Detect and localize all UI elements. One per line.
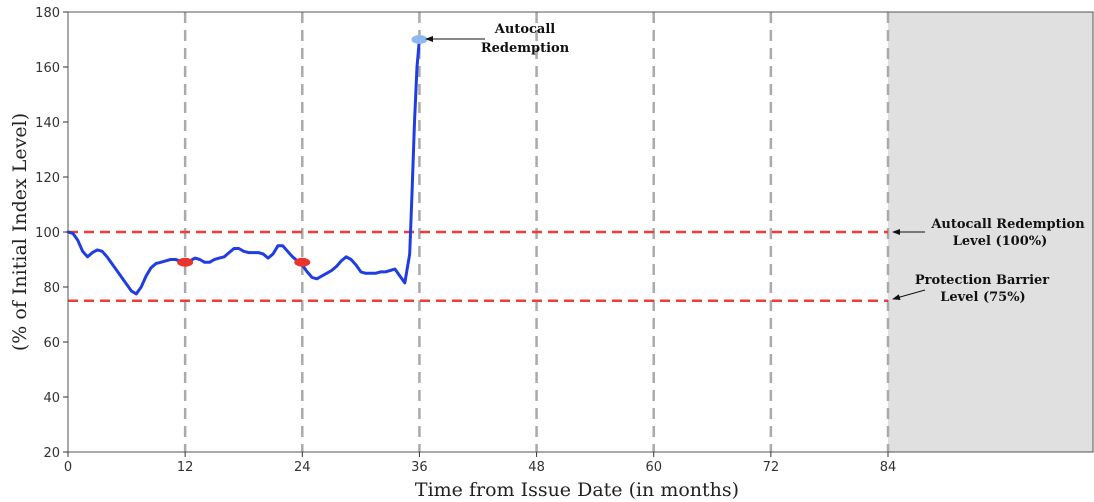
annotation-autocall-level: Autocall Redemption Level (100%) <box>892 217 1085 249</box>
y-tick-label: 120 <box>35 171 60 186</box>
observation-date-lines <box>183 12 890 452</box>
x-axis-title: Time from Issue Date (in months) <box>415 479 739 501</box>
y-axis-ticks: 20 40 60 80 100 120 140 160 180 <box>35 6 68 461</box>
y-tick-label: 60 <box>43 336 60 351</box>
annotation-line: Autocall Redemption <box>930 217 1085 232</box>
observation-marker <box>294 257 311 267</box>
observation-markers <box>177 35 428 267</box>
x-tick-label: 60 <box>645 460 662 475</box>
y-tick-label: 100 <box>35 226 60 241</box>
y-tick-label: 140 <box>35 116 60 131</box>
annotation-autocall-redemption: Autocall Redemption <box>425 22 570 56</box>
x-tick-label: 24 <box>294 460 311 475</box>
annotation-line: Autocall <box>494 22 555 37</box>
y-tick-label: 40 <box>43 391 60 406</box>
x-tick-label: 12 <box>177 460 194 475</box>
annotation-line: Level (100%) <box>953 234 1048 249</box>
y-tick-label: 160 <box>35 61 60 76</box>
observation-marker <box>411 35 428 44</box>
annotation-protection-barrier: Protection Barrier Level (75%) <box>892 273 1049 305</box>
x-tick-label: 72 <box>763 460 780 475</box>
y-tick-label: 80 <box>43 281 60 296</box>
x-tick-label: 84 <box>880 460 897 475</box>
y-tick-label: 180 <box>35 6 60 21</box>
observation-marker <box>177 257 194 267</box>
annotation-line: Level (75%) <box>940 290 1025 305</box>
reference-level-lines <box>68 230 888 302</box>
annotation-line: Protection Barrier <box>915 273 1049 288</box>
y-axis-title: (% of Initial Index Level) <box>9 113 31 351</box>
x-tick-label: 48 <box>528 460 545 475</box>
index-level-line <box>66 38 421 296</box>
x-axis-ticks: 0 12 24 36 48 60 72 84 <box>64 452 896 475</box>
x-tick-label: 36 <box>411 460 428 475</box>
x-tick-label: 0 <box>64 460 72 475</box>
annotation-line: Redemption <box>481 41 570 56</box>
y-tick-label: 20 <box>43 446 60 461</box>
